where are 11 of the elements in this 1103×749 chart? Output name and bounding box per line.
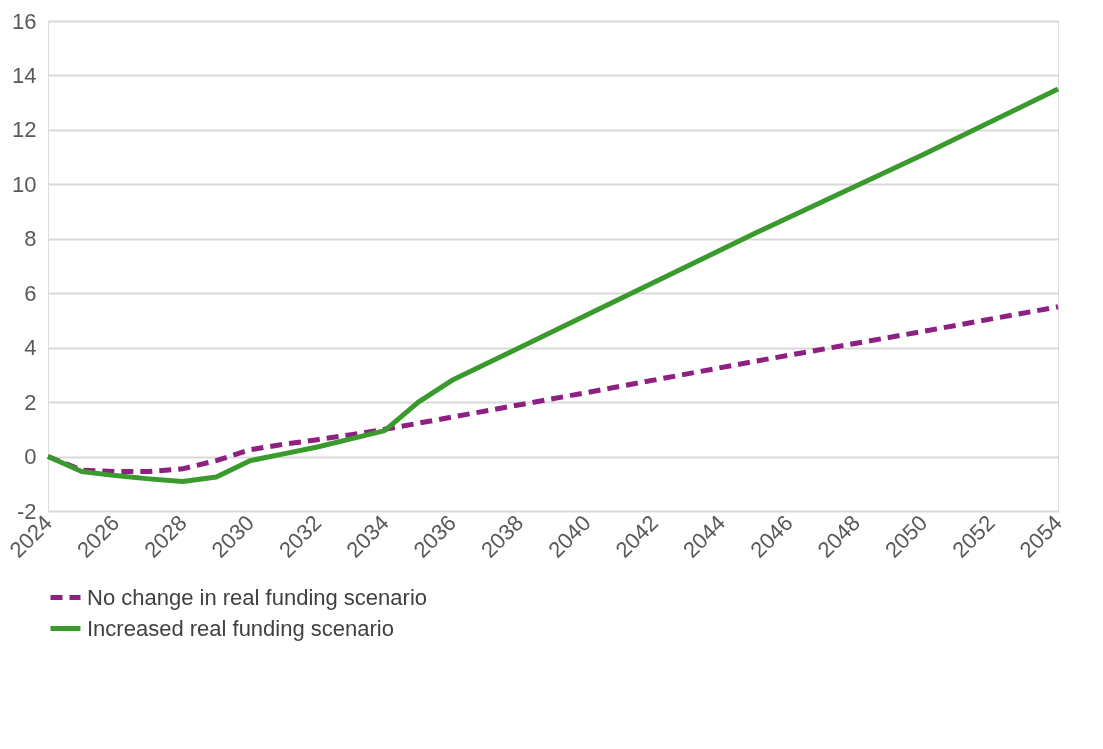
y-tick-label: 8 <box>24 226 37 252</box>
y-tick-label: 4 <box>24 335 37 361</box>
y-tick-label: 16 <box>12 8 37 34</box>
y-tick-label: 6 <box>24 280 37 306</box>
legend-label: Increased real funding scenario <box>87 615 394 641</box>
y-tick-label: 14 <box>12 62 37 88</box>
y-tick-label: 10 <box>12 171 37 197</box>
y-tick-label: 12 <box>12 117 37 143</box>
legend-label: No change in real funding scenario <box>87 584 428 610</box>
y-tick-label: 2 <box>24 389 37 415</box>
y-tick-label: 0 <box>24 444 37 470</box>
